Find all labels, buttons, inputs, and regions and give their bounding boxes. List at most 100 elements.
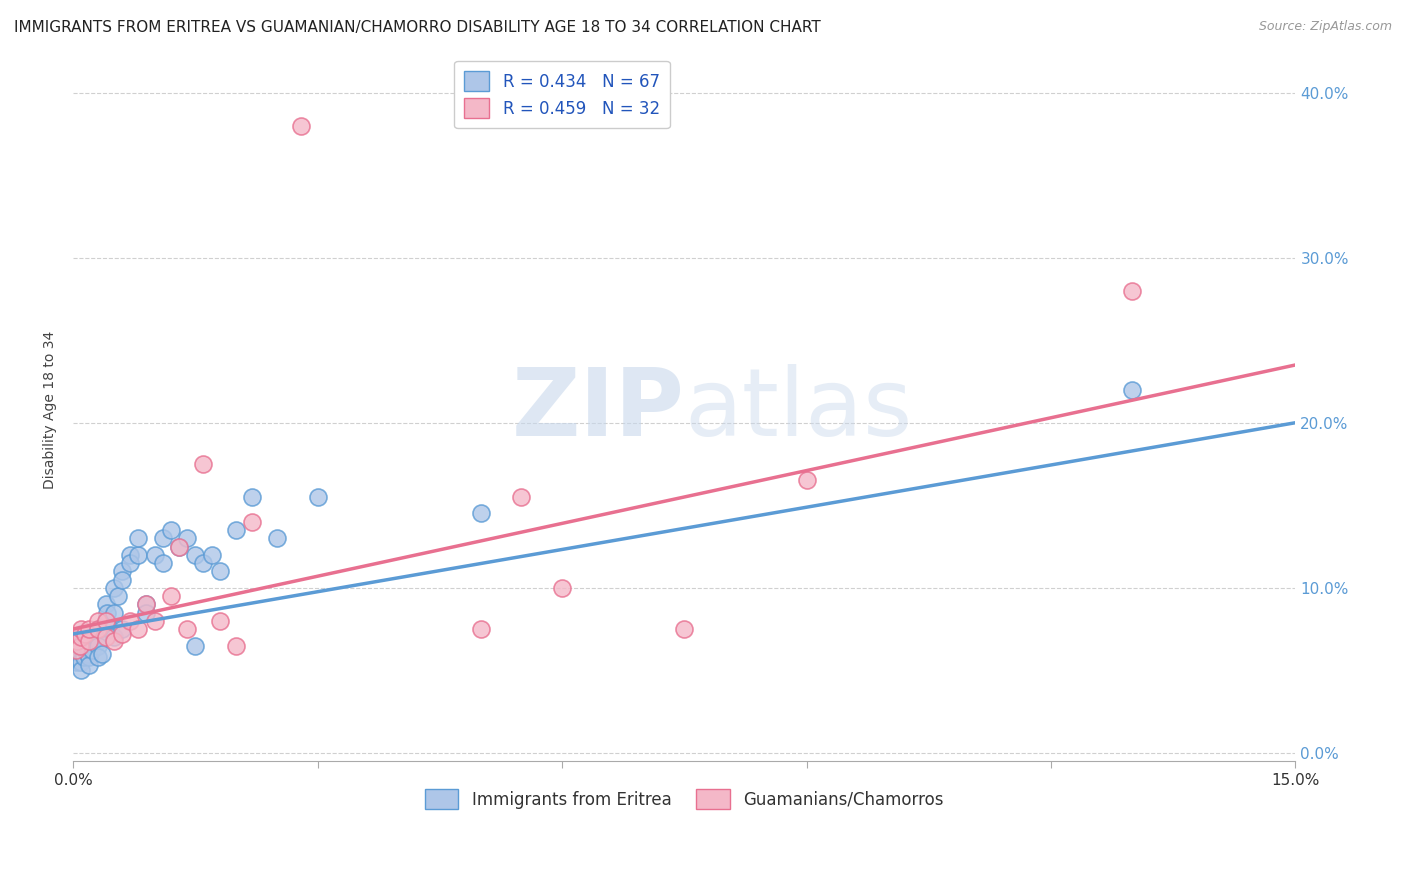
- Point: [1121, 383, 1143, 397]
- Point: [127, 622, 149, 636]
- Point: [307, 490, 329, 504]
- Point: [69, 639, 91, 653]
- Point: [86, 622, 108, 636]
- Point: [65, 643, 87, 657]
- Y-axis label: Disability Age 18 to 34: Disability Age 18 to 34: [44, 331, 58, 490]
- Point: [90, 647, 112, 661]
- Point: [184, 548, 207, 562]
- Point: [120, 556, 142, 570]
- Point: [94, 614, 117, 628]
- Point: [152, 531, 174, 545]
- Point: [240, 515, 263, 529]
- Point: [86, 650, 108, 665]
- Point: [79, 650, 101, 665]
- Point: [70, 627, 93, 641]
- Point: [184, 639, 207, 653]
- Point: [673, 622, 696, 636]
- Point: [80, 630, 103, 644]
- Point: [111, 573, 134, 587]
- Point: [111, 622, 134, 636]
- Point: [70, 630, 93, 644]
- Point: [70, 639, 93, 653]
- Point: [86, 614, 108, 628]
- Point: [120, 548, 142, 562]
- Point: [470, 622, 492, 636]
- Point: [79, 633, 101, 648]
- Point: [160, 523, 183, 537]
- Point: [266, 531, 288, 545]
- Point: [103, 606, 125, 620]
- Point: [75, 643, 97, 657]
- Point: [208, 564, 231, 578]
- Point: [70, 630, 93, 644]
- Point: [65, 641, 87, 656]
- Point: [796, 474, 818, 488]
- Text: Source: ZipAtlas.com: Source: ZipAtlas.com: [1258, 20, 1392, 33]
- Point: [65, 655, 87, 669]
- Point: [80, 643, 103, 657]
- Text: ZIP: ZIP: [512, 364, 685, 457]
- Point: [111, 564, 134, 578]
- Point: [107, 589, 129, 603]
- Point: [120, 614, 142, 628]
- Point: [86, 639, 108, 653]
- Point: [167, 540, 190, 554]
- Point: [96, 606, 118, 620]
- Point: [127, 531, 149, 545]
- Point: [551, 581, 574, 595]
- Point: [135, 597, 157, 611]
- Point: [73, 633, 96, 648]
- Point: [160, 589, 183, 603]
- Point: [82, 627, 104, 641]
- Point: [70, 663, 93, 677]
- Point: [510, 490, 533, 504]
- Point: [79, 658, 101, 673]
- Point: [66, 633, 89, 648]
- Point: [75, 639, 97, 653]
- Point: [89, 622, 111, 636]
- Point: [69, 655, 91, 669]
- Point: [76, 647, 98, 661]
- Point: [70, 655, 93, 669]
- Point: [143, 614, 166, 628]
- Point: [66, 639, 89, 653]
- Legend: Immigrants from Eritrea, Guamanians/Chamorros: Immigrants from Eritrea, Guamanians/Cham…: [419, 782, 950, 816]
- Point: [94, 614, 117, 628]
- Point: [176, 622, 198, 636]
- Point: [75, 627, 97, 641]
- Point: [193, 457, 215, 471]
- Point: [98, 622, 121, 636]
- Point: [193, 556, 215, 570]
- Point: [143, 548, 166, 562]
- Point: [86, 627, 108, 641]
- Point: [94, 630, 117, 644]
- Point: [94, 597, 117, 611]
- Point: [152, 556, 174, 570]
- Text: atlas: atlas: [685, 364, 912, 457]
- Point: [240, 490, 263, 504]
- Point: [79, 622, 101, 636]
- Point: [225, 639, 247, 653]
- Point: [66, 650, 89, 665]
- Point: [72, 647, 94, 661]
- Point: [79, 633, 101, 648]
- Point: [167, 540, 190, 554]
- Point: [70, 622, 93, 636]
- Point: [73, 650, 96, 665]
- Point: [63, 647, 86, 661]
- Point: [176, 531, 198, 545]
- Point: [208, 614, 231, 628]
- Point: [76, 630, 98, 644]
- Point: [127, 548, 149, 562]
- Point: [103, 630, 125, 644]
- Point: [103, 581, 125, 595]
- Text: IMMIGRANTS FROM ERITREA VS GUAMANIAN/CHAMORRO DISABILITY AGE 18 TO 34 CORRELATIO: IMMIGRANTS FROM ERITREA VS GUAMANIAN/CHA…: [14, 20, 821, 35]
- Point: [135, 606, 157, 620]
- Point: [470, 507, 492, 521]
- Point: [69, 647, 91, 661]
- Point: [103, 633, 125, 648]
- Point: [1121, 284, 1143, 298]
- Point: [290, 119, 312, 133]
- Point: [67, 630, 90, 644]
- Point: [135, 597, 157, 611]
